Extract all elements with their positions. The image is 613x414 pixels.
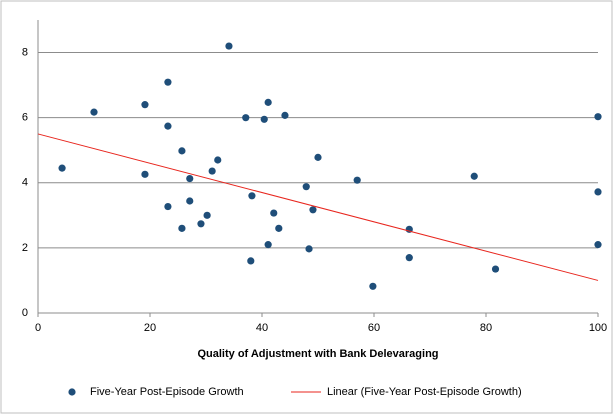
point bbox=[302, 183, 310, 191]
legend-label: Five-Year Post-Episode Growth bbox=[90, 386, 244, 398]
x-tick-label: 80 bbox=[480, 322, 492, 334]
y-tick-label: 2 bbox=[22, 242, 28, 254]
point bbox=[141, 101, 149, 109]
point bbox=[247, 257, 255, 265]
point bbox=[242, 114, 250, 122]
point bbox=[594, 188, 602, 196]
point bbox=[186, 197, 194, 205]
point bbox=[197, 220, 205, 228]
legend-swatch bbox=[68, 388, 76, 396]
point bbox=[90, 108, 98, 116]
point bbox=[369, 282, 377, 290]
point bbox=[164, 78, 172, 86]
point bbox=[178, 224, 186, 232]
point bbox=[264, 98, 272, 106]
x-tick-label: 60 bbox=[368, 322, 380, 334]
x-tick-label: 0 bbox=[35, 322, 41, 334]
point bbox=[594, 241, 602, 249]
point bbox=[260, 115, 268, 123]
point bbox=[186, 174, 194, 183]
point bbox=[281, 111, 289, 119]
point bbox=[203, 211, 211, 219]
point bbox=[214, 156, 222, 164]
point bbox=[275, 224, 283, 232]
y-tick-label: 8 bbox=[22, 46, 28, 58]
point bbox=[164, 202, 172, 211]
point bbox=[314, 153, 322, 161]
point bbox=[164, 122, 172, 130]
x-tick-label: 40 bbox=[256, 322, 268, 334]
trend-line bbox=[37, 133, 599, 281]
point bbox=[208, 167, 216, 175]
y-tick-label: 0 bbox=[22, 307, 28, 319]
point bbox=[264, 241, 272, 249]
point bbox=[178, 147, 186, 155]
point bbox=[248, 192, 256, 200]
x-axis-title: Quality of Adjustment with Bank Delevara… bbox=[197, 348, 438, 360]
point bbox=[594, 113, 602, 121]
y-tick-label: 6 bbox=[22, 112, 28, 124]
point bbox=[305, 245, 313, 253]
y-tick-label: 4 bbox=[22, 177, 28, 189]
x-tick-label: 100 bbox=[589, 322, 607, 334]
point bbox=[225, 42, 233, 50]
point bbox=[405, 254, 413, 262]
legend-label: Linear (Five-Year Post-Episode Growth) bbox=[327, 386, 522, 398]
point bbox=[270, 209, 278, 217]
point bbox=[353, 176, 361, 184]
x-tick-label: 20 bbox=[144, 322, 156, 334]
point bbox=[470, 172, 478, 180]
point bbox=[141, 170, 149, 178]
point bbox=[58, 164, 66, 172]
point bbox=[491, 265, 500, 273]
point bbox=[309, 206, 317, 214]
